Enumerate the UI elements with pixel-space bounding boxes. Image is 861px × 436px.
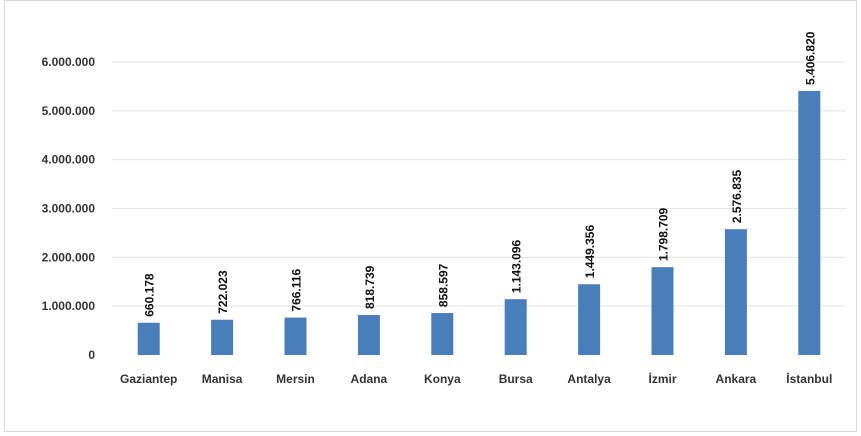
data-label: 766.116	[290, 269, 304, 312]
x-tick-label: Antalya	[567, 372, 611, 386]
x-tick-label: Gaziantep	[120, 372, 177, 386]
bar	[578, 284, 600, 355]
x-tick-label: Bursa	[499, 372, 533, 386]
data-label: 818.739	[363, 265, 377, 309]
bar	[431, 313, 453, 355]
bar	[138, 323, 160, 355]
bar	[652, 267, 674, 355]
bar	[211, 320, 233, 355]
x-tick-label: İzmir	[648, 371, 676, 386]
data-label: 1.143.096	[510, 239, 524, 293]
data-label: 722.023	[216, 270, 230, 314]
x-tick-label: Mersin	[276, 372, 315, 386]
bar	[725, 229, 747, 355]
bar	[505, 299, 527, 355]
x-tick-label: İstanbul	[786, 371, 832, 386]
x-tick-label: Ankara	[716, 372, 757, 386]
y-tick-label: 5.000.000	[42, 104, 96, 118]
y-tick-label: 0	[88, 348, 95, 362]
y-tick-label: 3.000.000	[42, 202, 96, 216]
data-label: 1.449.356	[583, 225, 597, 279]
data-label: 660.178	[143, 273, 157, 317]
bar	[798, 91, 820, 355]
x-tick-label: Konya	[424, 372, 461, 386]
x-tick-label: Manisa	[202, 372, 243, 386]
bar	[358, 315, 380, 355]
y-tick-label: 4.000.000	[42, 153, 96, 167]
y-tick-label: 1.000.000	[42, 299, 96, 313]
bar	[285, 318, 307, 355]
data-label: 5.406.820	[803, 31, 817, 85]
y-tick-label: 2.000.000	[42, 250, 96, 264]
y-tick-label: 6.000.000	[42, 55, 96, 69]
data-label: 858.597	[436, 263, 450, 307]
data-label: 1.798.709	[657, 207, 671, 261]
x-tick-label: Adana	[351, 372, 388, 386]
data-label: 2.576.835	[730, 169, 744, 223]
